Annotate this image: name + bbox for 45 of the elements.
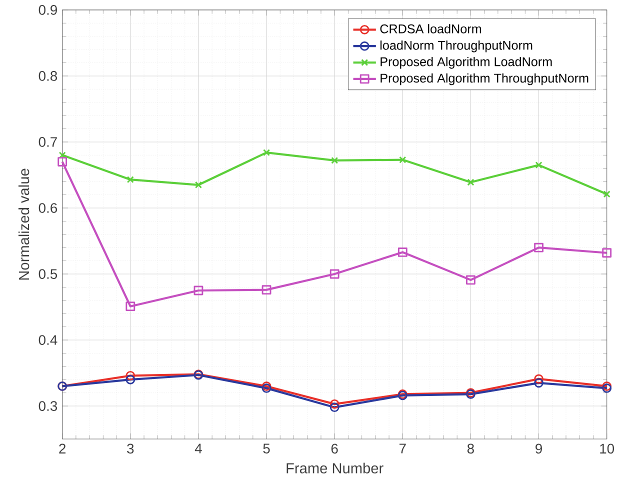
- point: [534, 242, 544, 252]
- legend-label: Proposed Algorithm LoadNorm: [380, 56, 552, 68]
- point: [330, 269, 340, 279]
- x-tick-label: 4: [194, 444, 202, 454]
- y-tick-label: 0.7: [38, 136, 57, 147]
- point: [398, 247, 408, 257]
- point: [58, 156, 68, 166]
- y-tick-label: 0.4: [38, 334, 58, 345]
- x-tick-label: 6: [331, 444, 338, 454]
- point: [126, 176, 134, 183]
- point: [262, 148, 270, 156]
- legend-label: CRDSA loadNorm: [380, 24, 482, 34]
- y-tick-label: 0.3: [38, 400, 58, 411]
- point: [194, 181, 202, 188]
- y-tick-label: 0.6: [38, 202, 58, 213]
- y-tick-label: 0.9: [38, 4, 57, 15]
- point: [330, 399, 340, 409]
- x-tick-label: 2: [59, 444, 66, 454]
- point: [330, 402, 340, 412]
- point: [603, 190, 610, 198]
- point: [331, 156, 338, 164]
- y-tick-label: 0.5: [38, 268, 58, 279]
- point: [466, 275, 476, 284]
- point: [534, 378, 544, 388]
- x-tick-label: 3: [127, 444, 134, 454]
- x-tick-label: 7: [399, 444, 406, 454]
- x-tick-label: 8: [467, 444, 474, 454]
- x-tick-label: 5: [263, 444, 270, 454]
- x-tick-label: 10: [600, 444, 614, 454]
- point: [534, 374, 544, 384]
- point: [194, 286, 204, 296]
- point: [467, 178, 474, 186]
- y-axis-title: Normalized value: [18, 168, 30, 280]
- point: [535, 161, 542, 168]
- point: [126, 370, 136, 380]
- point: [126, 374, 136, 384]
- y-tick-label: 0.8: [38, 70, 58, 81]
- x-axis-title: Frame Number: [286, 462, 384, 474]
- point: [399, 156, 406, 164]
- point: [262, 284, 272, 294]
- point: [126, 301, 136, 311]
- legend-label: Proposed Algorithm ThroughputNorm: [380, 73, 588, 85]
- legend-label: loadNorm ThroughputNorm: [380, 40, 532, 52]
- point: [602, 248, 612, 258]
- x-tick-label: 9: [536, 444, 542, 454]
